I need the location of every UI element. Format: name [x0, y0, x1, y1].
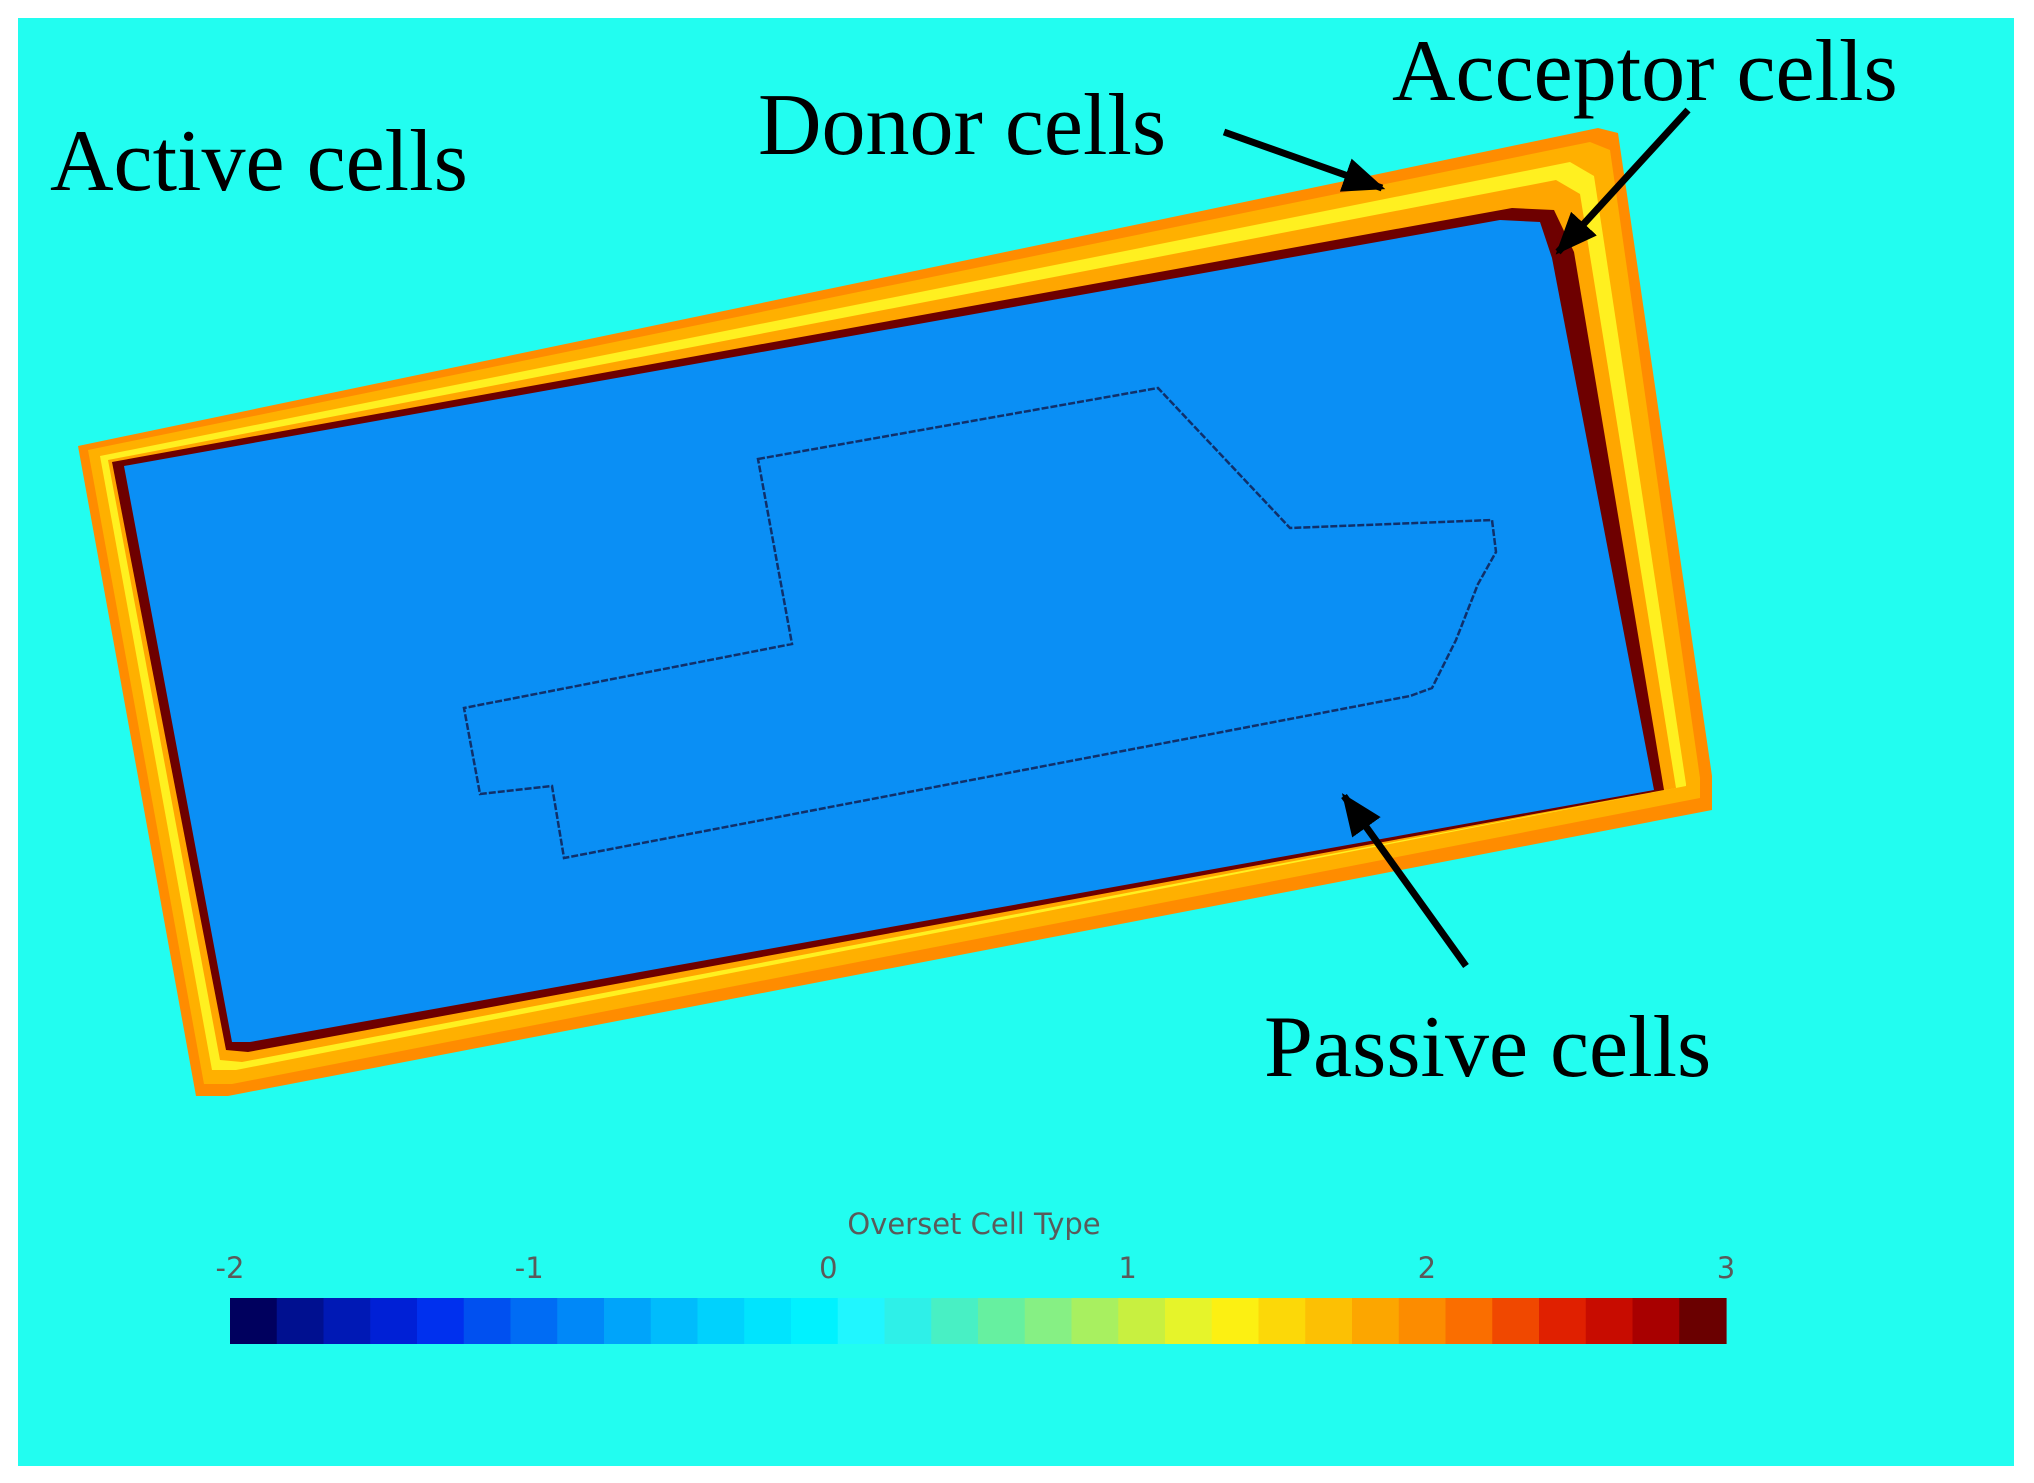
- colorbar-segments: [230, 1298, 1727, 1344]
- colorbar-segment: [650, 1298, 699, 1344]
- colorbar-segment: [463, 1298, 512, 1344]
- label-active-cells: Active cells: [50, 113, 468, 210]
- colorbar-segment: [1539, 1298, 1587, 1344]
- arrow-passive: [1341, 793, 1469, 969]
- colorbar-tick-label: -1: [515, 1251, 544, 1285]
- colorbar-tick-label: 0: [819, 1251, 837, 1285]
- label-passive-cells: Passive cells: [1264, 999, 1711, 1096]
- colorbar-ticks: -2 -1 0 1 2 3: [216, 1251, 1736, 1285]
- passive-cells-region: [124, 220, 1654, 1042]
- colorbar-tick-label: 3: [1717, 1251, 1735, 1285]
- colorbar-segment: [1679, 1298, 1727, 1344]
- colorbar-segment: [1492, 1298, 1540, 1344]
- colorbar-segment: [744, 1298, 792, 1344]
- colorbar-segment: [1118, 1298, 1166, 1344]
- colorbar-segment: [791, 1298, 839, 1344]
- colorbar-segment: [1352, 1298, 1400, 1344]
- colorbar-segment: [837, 1298, 886, 1344]
- arrow-donor: [1222, 128, 1386, 192]
- colorbar-segment: [1258, 1298, 1306, 1344]
- colorbar-segment: [1398, 1298, 1447, 1344]
- colorbar-segment: [557, 1298, 605, 1344]
- colorbar-segment: [323, 1298, 371, 1344]
- colorbar-segment: [1211, 1298, 1260, 1344]
- colorbar: Overset Cell Type -2 -1 0 1 2 3: [216, 1207, 1736, 1344]
- colorbar-title: Overset Cell Type: [847, 1207, 1100, 1241]
- colorbar-segment: [417, 1298, 465, 1344]
- colorbar-segment: [1165, 1298, 1213, 1344]
- colorbar-segment: [230, 1298, 278, 1344]
- label-donor-cells: Donor cells: [758, 77, 1166, 174]
- colorbar-segment: [931, 1298, 979, 1344]
- colorbar-segment: [604, 1298, 652, 1344]
- colorbar-segment: [884, 1298, 932, 1344]
- colorbar-segment: [1305, 1298, 1353, 1344]
- colorbar-segment: [510, 1298, 558, 1344]
- boat-hull-outline: [462, 386, 1498, 860]
- colorbar-segment: [276, 1298, 325, 1344]
- colorbar-segment: [1024, 1298, 1073, 1344]
- label-acceptor-cells: Acceptor cells: [1392, 23, 1898, 120]
- colorbar-segment: [1071, 1298, 1119, 1344]
- colorbar-tick-label: -2: [216, 1251, 245, 1285]
- colorbar-segment: [697, 1298, 745, 1344]
- colorbar-segment: [1585, 1298, 1634, 1344]
- colorbar-segment: [1632, 1298, 1680, 1344]
- arrow-acceptor: [1555, 107, 1691, 255]
- colorbar-tick-label: 2: [1418, 1251, 1436, 1285]
- colorbar-segment: [370, 1298, 418, 1344]
- colorbar-tick-label: 1: [1118, 1251, 1136, 1285]
- colorbar-segment: [978, 1298, 1026, 1344]
- colorbar-segment: [1445, 1298, 1493, 1344]
